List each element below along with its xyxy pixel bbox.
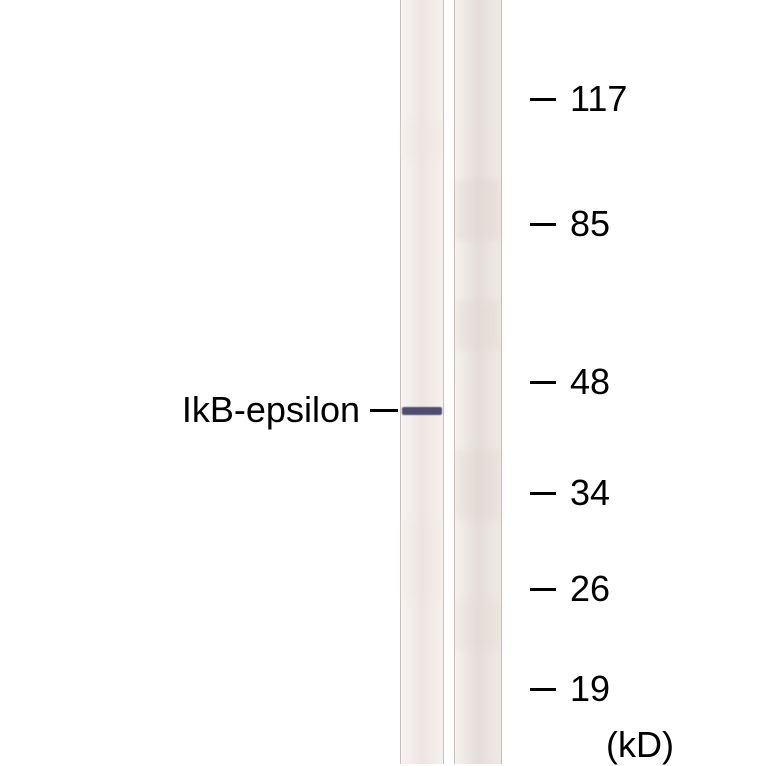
lane-noise: [455, 600, 501, 650]
marker-tick-icon: [530, 98, 556, 101]
blot-figure: IkB-epsilon 117 85 48 34 26 19 (kD): [0, 0, 764, 764]
marker-tick-icon: [530, 223, 556, 226]
marker-lane-bg: [455, 0, 501, 764]
marker-row: 34: [530, 472, 610, 514]
lane-noise: [455, 180, 501, 240]
lane-noise: [455, 300, 501, 350]
marker-label: 19: [570, 668, 610, 710]
marker-row: 26: [530, 568, 610, 610]
unit-label: (kD): [606, 724, 674, 766]
lane-noise: [401, 520, 443, 600]
marker-label: 34: [570, 472, 610, 514]
marker-row: 19: [530, 668, 610, 710]
marker-label: 48: [570, 361, 610, 403]
marker-label: 85: [570, 203, 610, 245]
marker-tick-icon: [530, 492, 556, 495]
target-label: IkB-epsilon: [182, 389, 398, 431]
target-label-text: IkB-epsilon: [182, 389, 360, 431]
sample-lane-bg: [401, 0, 443, 764]
marker-label: 117: [570, 78, 627, 120]
marker-tick-icon: [530, 381, 556, 384]
marker-lane: [454, 0, 502, 764]
lane-noise: [401, 120, 443, 160]
marker-label: 26: [570, 568, 610, 610]
marker-tick-icon: [530, 688, 556, 691]
target-band: [402, 407, 442, 415]
marker-row: 117: [530, 78, 627, 120]
marker-row: 48: [530, 361, 610, 403]
sample-lane: [400, 0, 444, 764]
target-label-tick-icon: [370, 409, 398, 412]
marker-row: 85: [530, 203, 610, 245]
lane-noise: [455, 450, 501, 520]
marker-tick-icon: [530, 588, 556, 591]
